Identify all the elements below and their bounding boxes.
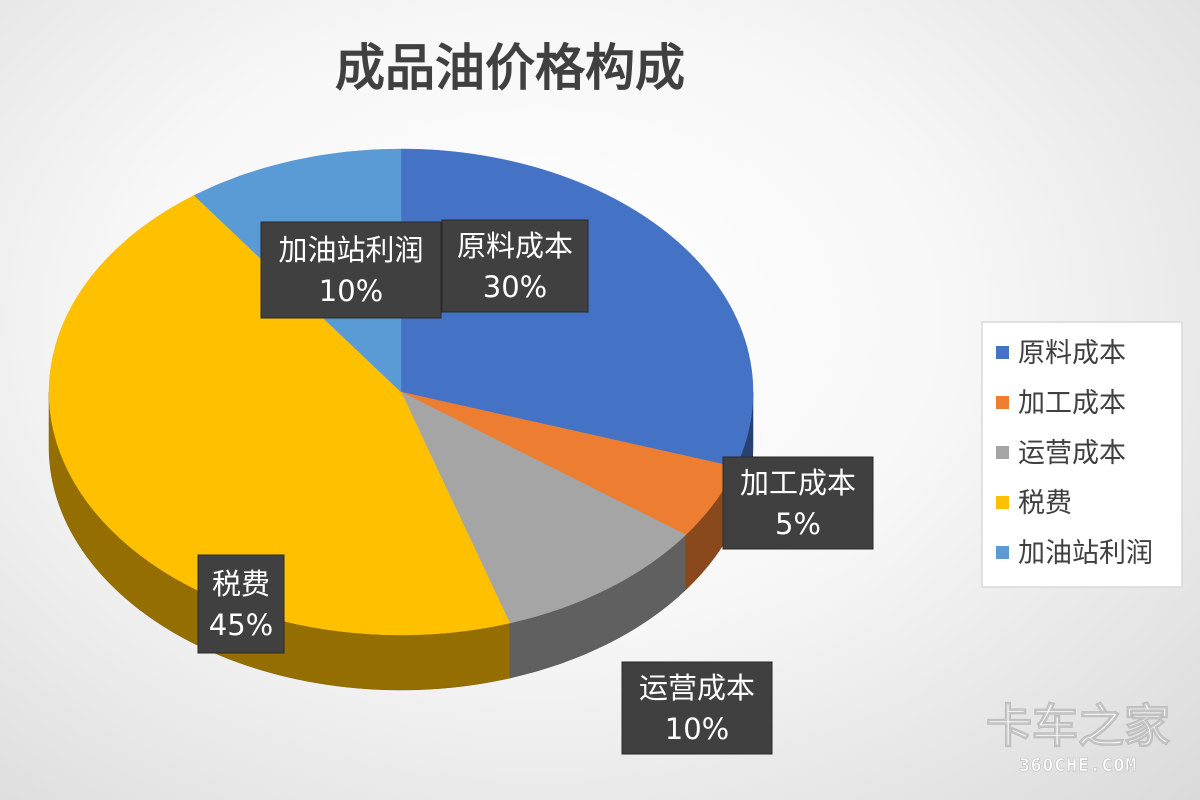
- data-label-name: 加工成本: [740, 466, 856, 500]
- legend-swatch-4: [996, 496, 1009, 509]
- data-label-box: [260, 221, 442, 319]
- pie-slice-4: [48, 195, 511, 636]
- data-label-2: 加工成本 5%: [722, 456, 874, 550]
- data-label-4: 税费 45%: [197, 554, 285, 654]
- data-label-3: 运营成本 10%: [621, 661, 773, 755]
- legend-swatch-1: [996, 346, 1009, 359]
- data-label-value: 45%: [209, 608, 273, 642]
- watermark-cn: 卡车之家: [986, 699, 1170, 753]
- data-label-box: [621, 661, 773, 755]
- legend-swatch-2: [996, 396, 1009, 409]
- watermark-logo: 卡车之家 360CHE.COM: [986, 699, 1171, 777]
- data-label-5: 加油站利润 10%: [260, 221, 442, 319]
- data-label-name: 加油站利润: [278, 233, 423, 267]
- legend-swatch-3: [996, 446, 1009, 459]
- data-label-box: [722, 456, 874, 550]
- watermark-en: 360CHE.COM: [1019, 755, 1137, 776]
- data-label-box: [441, 219, 589, 313]
- legend-label-2: 加工成本: [1018, 388, 1126, 419]
- pie-slices: [48, 148, 754, 636]
- data-labels: 原料成本 30% 加工成本 5% 运营成本 10% 税费 45% 加油站利润 10%: [197, 219, 874, 755]
- data-label-value: 30%: [483, 270, 547, 304]
- legend-swatch-5: [996, 546, 1009, 559]
- legend-label-4: 税费: [1018, 488, 1072, 519]
- data-label-value: 5%: [775, 507, 821, 541]
- legend-frame: [981, 321, 1183, 588]
- legend-label-3: 运营成本: [1018, 438, 1126, 469]
- data-label-1: 原料成本 30%: [441, 219, 589, 313]
- data-label-name: 原料成本: [457, 229, 573, 263]
- data-label-value: 10%: [319, 274, 383, 308]
- legend-label-5: 加油站利润: [1018, 538, 1153, 569]
- data-label-value: 10%: [665, 712, 729, 746]
- data-label-box: [197, 554, 285, 654]
- data-label-name: 税费: [212, 567, 270, 601]
- chart-title: 成品油价格构成: [335, 39, 685, 97]
- data-label-name: 运营成本: [639, 671, 755, 705]
- pie-slice-3: [400, 391, 687, 624]
- legend-label-1: 原料成本: [1018, 338, 1126, 369]
